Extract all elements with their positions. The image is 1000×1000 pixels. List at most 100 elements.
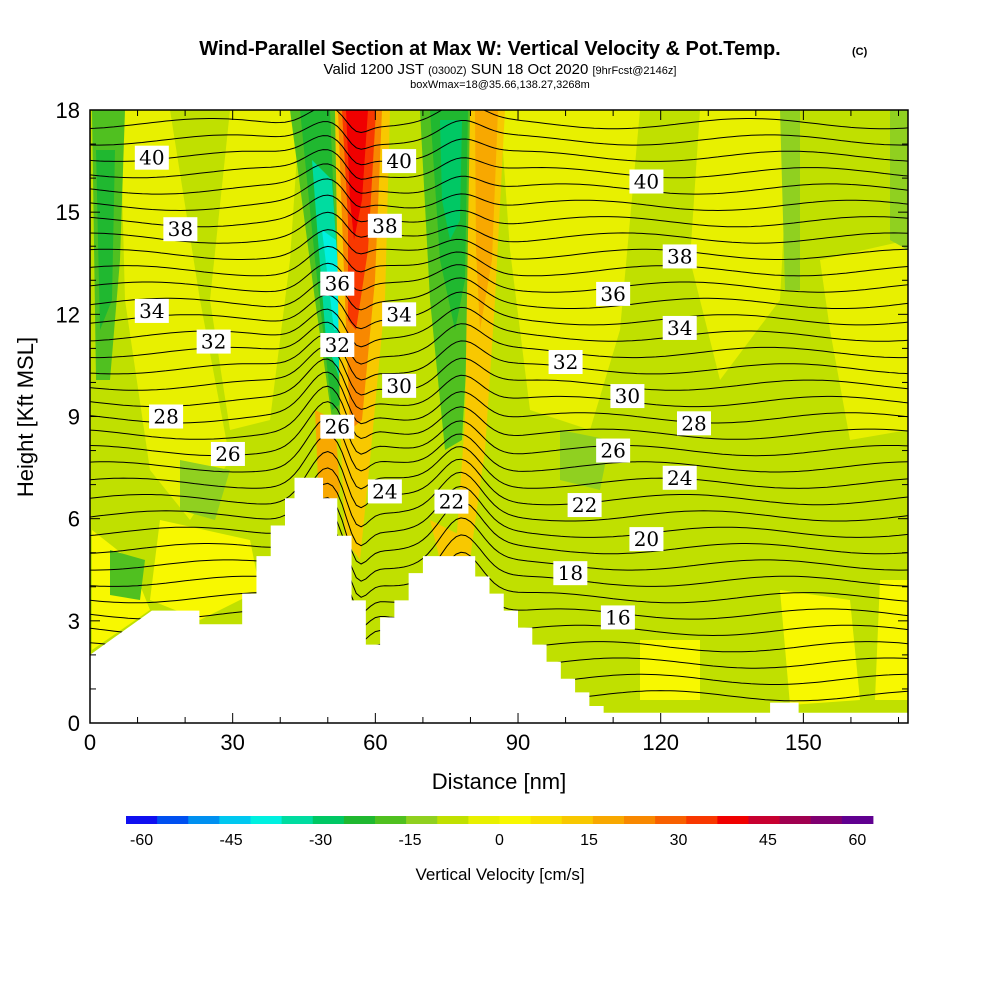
colorbar-swatch	[530, 816, 563, 824]
contour-label-box	[629, 527, 664, 552]
contour-label-box	[629, 169, 664, 194]
contour-label: 38	[662, 244, 697, 269]
contour-labels: 40 40 40 38 38 38 36 36 34 34 34 32 32 32 30 30 28 28 26 26…	[134, 145, 711, 630]
contour-label-box	[610, 384, 645, 409]
contour-label: 34	[382, 302, 417, 327]
colorbar-swatch	[592, 816, 625, 824]
contour-label-box	[382, 302, 417, 327]
x-tick-label: 30	[220, 730, 244, 755]
contour-label-box	[548, 350, 583, 375]
colorbar-ticks: -60 -45 -30 -15 0 15 30 45 60	[130, 832, 866, 849]
isentrope-line	[90, 385, 908, 440]
contour-label-box	[662, 315, 697, 340]
contour-label-box	[382, 149, 417, 174]
y-tick-label: 9	[68, 405, 80, 430]
contour-label-box	[596, 281, 631, 306]
colorbar-tick-label: -45	[219, 832, 242, 849]
y-tick-label: 12	[56, 302, 80, 327]
colorbar-swatch	[468, 816, 500, 824]
contour-label-text: 20	[634, 527, 659, 551]
box-info: boxWmax=18@35.66,138.27,3268m	[410, 79, 590, 91]
colorbar-swatch	[219, 816, 251, 824]
contour-label-text: 40	[634, 170, 659, 194]
contour-label-text: 30	[615, 384, 640, 408]
contour-label-text: 32	[325, 333, 350, 357]
isentrope-line	[90, 534, 908, 613]
isentrope-line	[90, 434, 908, 490]
contour-label-text: 34	[386, 302, 411, 326]
contour-label-box	[196, 329, 231, 354]
subtitle-forecast: [9hrFcst@2146z]	[593, 65, 677, 77]
contour-label: 38	[367, 213, 402, 238]
contour-label-box	[320, 414, 355, 439]
isentrope-line	[90, 163, 908, 195]
x-tick-label: 90	[506, 730, 530, 755]
contour-label-text: 28	[681, 411, 706, 435]
contour-label-text: 36	[600, 282, 625, 306]
contour-label-text: 28	[153, 405, 178, 429]
colorbar-swatch	[810, 816, 843, 824]
isentrope-line	[90, 245, 908, 277]
contour-label-box	[596, 438, 631, 463]
y-tick-label: 6	[68, 507, 80, 532]
chart-title: Wind-Parallel Section at Max W: Vertical…	[199, 38, 780, 60]
x-tick-label: 150	[785, 730, 822, 755]
isentrope-line	[90, 371, 908, 425]
isentrope-line	[90, 110, 908, 134]
contour-label: 38	[163, 217, 198, 242]
contour-label: 30	[382, 373, 417, 398]
contour-label-box	[320, 271, 355, 296]
colorbar-swatch	[686, 816, 718, 824]
contour-label: 24	[662, 465, 697, 490]
isentrope-line	[90, 417, 908, 473]
contour-label: 26	[210, 441, 245, 466]
contour-label: 32	[196, 329, 231, 354]
colorbar-swatch	[250, 816, 283, 824]
colorbar-swatch	[841, 816, 874, 824]
contour-label-text: 30	[386, 374, 411, 398]
contour-label: 40	[629, 169, 664, 194]
contour-label: 22	[567, 493, 602, 518]
contour-label-box	[382, 373, 417, 398]
contour-label-text: 36	[325, 272, 350, 296]
contour-label: 32	[548, 350, 583, 375]
isentrope-line	[90, 358, 908, 410]
colorbar-swatch	[281, 816, 314, 824]
isentrope-line	[90, 262, 908, 293]
isentrope-line	[90, 149, 908, 180]
colorbar-label: Vertical Velocity [cm/s]	[415, 865, 584, 884]
chart-subtitle: Valid 1200 JST (0300Z) SUN 18 Oct 2020 […	[324, 61, 677, 78]
isentrope-line	[90, 194, 908, 228]
isentrope-line	[90, 450, 908, 509]
potential-temperature-contours	[90, 110, 908, 707]
contour-label: 16	[600, 605, 635, 630]
contour-label-text: 16	[605, 605, 630, 629]
y-tick-label: 3	[68, 609, 80, 634]
colorbar-swatch	[624, 816, 656, 824]
contour-label-box	[210, 441, 245, 466]
isentrope-line	[90, 178, 908, 212]
contour-label-text: 22	[572, 493, 597, 517]
contour-label-box	[662, 244, 697, 269]
subtitle-valid: Valid 1200 JST	[324, 61, 424, 78]
contour-label-text: 40	[386, 149, 411, 173]
colorbar-tick-label: 60	[849, 832, 867, 849]
contour-label-text: 40	[139, 146, 164, 170]
contour-label: 24	[367, 479, 402, 504]
contour-label-text: 22	[439, 490, 464, 514]
colorbar-swatch	[748, 816, 781, 824]
colorbar-swatch	[779, 816, 812, 824]
colorbar-tick-label: 30	[670, 832, 688, 849]
contour-label-box	[367, 213, 402, 238]
colorbar-swatch	[437, 816, 469, 824]
isentrope-line	[90, 211, 908, 244]
isentrope-line	[90, 120, 908, 150]
contour-label-text: 32	[201, 330, 226, 354]
colorbar-tick-label: -15	[398, 832, 421, 849]
contour-label: 18	[553, 561, 588, 586]
contour-label-box	[434, 489, 469, 514]
contour-label-box	[163, 217, 198, 242]
downdraft-core-east	[420, 110, 470, 450]
